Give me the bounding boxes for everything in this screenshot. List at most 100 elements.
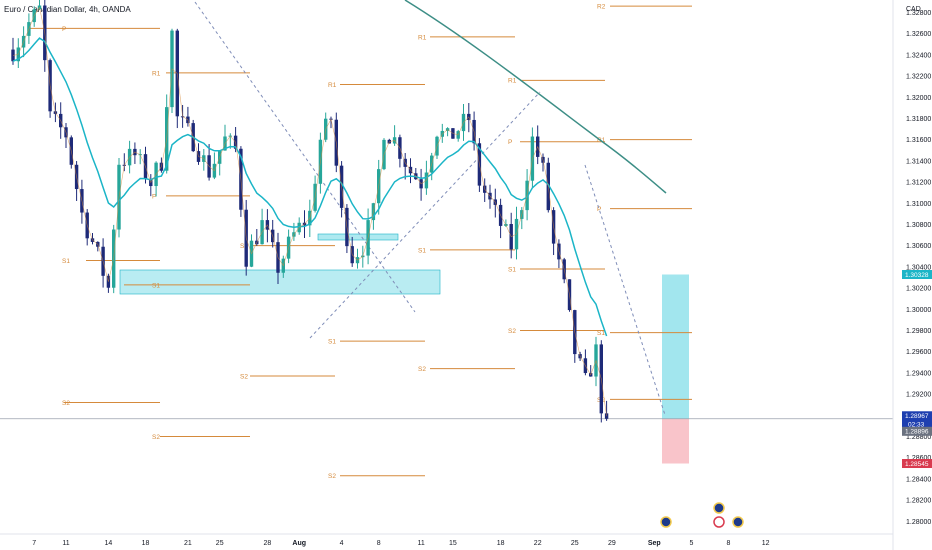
price-tick-0: 1.32800: [906, 10, 931, 17]
price-tick-11: 1.30600: [906, 243, 931, 250]
price-tick-9: 1.31000: [906, 201, 931, 208]
target-badge: [902, 270, 932, 280]
price-tick-18: 1.29200: [906, 392, 931, 399]
price-tick-6: 1.31600: [906, 137, 931, 144]
trendlines-layer: [194, 1, 666, 416]
pivot-label-12: R1: [418, 34, 427, 41]
last-price-badge-text: 1.28967: [905, 413, 929, 420]
time-tick-12: 18: [497, 540, 505, 547]
time-axis[interactable]: 7 11 14 18 21 25 28 Aug 4 8 11 15 18 22 25 29 Sep 5 8 12: [0, 533, 893, 547]
pivot-label-20: P: [597, 206, 601, 213]
price-tick-2: 1.32400: [906, 52, 931, 59]
pivot-levels-layer: PS1S2R1PS1S2S1S2R1S1S2R1S1S2R1PS1S2R1PS1…: [30, 4, 692, 480]
take-profit-zone: [662, 274, 689, 419]
price-tick-4: 1.32000: [906, 95, 931, 102]
price-tick-17: 1.29400: [906, 370, 931, 377]
pivot-label-23: R2: [597, 4, 606, 11]
price-tick-14: 1.30000: [906, 307, 931, 314]
stop-badge: [902, 459, 932, 469]
last-price-badge: [902, 411, 932, 430]
time-tick-16: Sep: [648, 540, 661, 547]
trendline-1: [309, 91, 541, 339]
price-tick-5: 1.31800: [906, 116, 931, 123]
trendline-2: [584, 164, 666, 416]
pivot-label-6: S2: [152, 434, 160, 441]
time-tick-2: 14: [105, 540, 113, 547]
time-tick-13: 22: [534, 540, 542, 547]
ema-layer: [12, 0, 667, 417]
last-price-badge-time: 02:33: [908, 421, 925, 428]
time-tick-3: 18: [142, 540, 150, 547]
price-axis-currency: CAD: [906, 6, 921, 13]
pivot-label-8: S2: [240, 373, 248, 380]
price-tick-15: 1.29800: [906, 328, 931, 335]
event-icons-layer: [660, 502, 744, 528]
candles-layer: [11, 0, 609, 423]
event-icon-eu-2: [713, 502, 725, 514]
ema-slow-line: [404, 0, 667, 194]
event-icon-eu: [660, 516, 672, 528]
time-tick-0: 7: [32, 540, 36, 547]
time-tick-1: 11: [62, 540, 69, 547]
time-tick-4: 21: [184, 540, 192, 547]
time-tick-7: Aug: [292, 540, 306, 547]
price-tick-22: 1.28400: [906, 476, 931, 483]
zones-layer: [0, 233, 893, 464]
event-icon-ca: [713, 516, 725, 528]
price-tick-1: 1.32600: [906, 31, 931, 38]
ema-fast-line: [12, 37, 608, 337]
stop-badge-text: 1.28545: [905, 461, 929, 468]
candle-body-32: [180, 116, 185, 118]
chart-title: Euro / Canadian Dollar, 4h, OANDA: [4, 5, 131, 14]
pivot-label-9: R1: [328, 82, 337, 89]
time-tick-9: 8: [377, 540, 381, 547]
pivot-label-5: S1: [152, 282, 160, 289]
time-tick-8: 4: [340, 540, 344, 547]
pivot-label-17: S1: [508, 266, 516, 273]
pivot-label-21: S1: [597, 330, 605, 337]
pivot-label-13: S1: [418, 247, 426, 254]
stop-loss-zone: [662, 418, 689, 464]
pivot-label-0: P: [62, 26, 66, 33]
pivot-label-7: S1: [240, 243, 248, 250]
price-tick-23: 1.28200: [906, 498, 931, 505]
support-zone: [119, 269, 441, 295]
pivot-label-14: S2: [418, 366, 426, 373]
pivot-label-11: S2: [328, 473, 336, 480]
time-tick-5: 25: [216, 540, 224, 547]
time-tick-10: 11: [417, 540, 424, 547]
pivot-label-18: S2: [508, 328, 516, 335]
pivot-label-3: R1: [152, 70, 161, 77]
time-tick-19: 12: [762, 540, 770, 547]
price-tick-24: 1.28000: [906, 519, 931, 526]
mid-badge-text: 1.28896: [905, 429, 929, 436]
price-tick-20: 1.28800: [906, 434, 931, 441]
time-tick-6: 28: [264, 540, 272, 547]
price-tick-21: 1.28600: [906, 455, 931, 462]
candle-body-0: [11, 49, 15, 62]
price-thin-line: [12, 6, 607, 417]
target-badge-text: 1.30328: [905, 272, 929, 279]
small-zone: [317, 233, 399, 241]
pivot-label-10: S1: [328, 338, 336, 345]
pivot-label-15: R1: [508, 78, 517, 85]
pivot-label-16: P: [508, 139, 512, 146]
pivot-label-4: P: [152, 193, 156, 200]
pivot-label-2: S2: [62, 400, 70, 407]
price-tick-3: 1.32200: [906, 74, 931, 81]
price-tick-7: 1.31400: [906, 158, 931, 165]
event-icon-eu-3: [732, 516, 744, 528]
price-tick-16: 1.29600: [906, 349, 931, 356]
price-tick-10: 1.30800: [906, 222, 931, 229]
price-tick-8: 1.31200: [906, 180, 931, 187]
price-tick-13: 1.30200: [906, 286, 931, 293]
price-tick-12: 1.30400: [906, 264, 931, 271]
time-tick-11: 15: [449, 540, 457, 547]
time-tick-15: 29: [608, 540, 616, 547]
time-tick-14: 25: [571, 540, 579, 547]
time-tick-17: 5: [689, 540, 693, 547]
trendline-0: [194, 1, 416, 313]
pivot-label-1: S1: [62, 258, 70, 265]
